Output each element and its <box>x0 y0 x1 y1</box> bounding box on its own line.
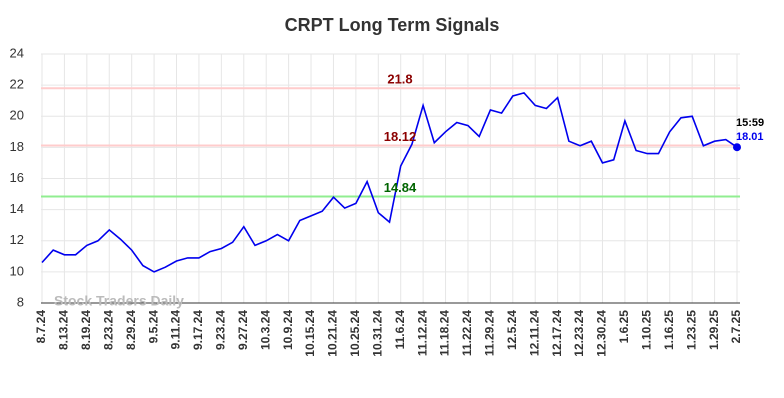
y-tick-label: 10 <box>10 263 24 278</box>
x-tick-label: 1.23.25 <box>684 310 698 350</box>
x-tick-label: 2.7.25 <box>729 310 743 344</box>
x-tick-label: 8.19.24 <box>79 310 93 350</box>
x-tick-label: 8.23.24 <box>101 310 115 350</box>
y-tick-label: 22 <box>10 77 24 92</box>
x-tick-label: 1.16.25 <box>662 310 676 350</box>
x-tick-label: 9.5.24 <box>146 310 160 344</box>
x-tick-label: 11.22.24 <box>460 310 474 356</box>
x-tick-label: 1.10.25 <box>639 310 653 350</box>
price-line <box>41 91 738 273</box>
y-tick-label: 24 <box>10 45 24 60</box>
last-point <box>733 143 741 152</box>
x-tick-label: 10.3.24 <box>258 310 272 350</box>
x-tick-label: 8.13.24 <box>57 310 71 350</box>
x-tick-label: 1.6.25 <box>617 310 631 344</box>
x-tick-label: 1.29.25 <box>707 310 721 350</box>
x-tick-label: 12.23.24 <box>572 310 586 357</box>
x-tick-label: 10.21.24 <box>326 310 340 357</box>
x-tick-label: 10.31.24 <box>370 310 384 357</box>
x-tick-label: 10.9.24 <box>281 310 295 350</box>
x-tick-label: 8.7.24 <box>34 310 48 344</box>
last-time: 15:59 <box>736 117 764 129</box>
signal-label: 14.84 <box>384 180 417 195</box>
chart-title: CRPT Long Term Signals <box>285 15 500 35</box>
y-tick-label: 14 <box>10 201 24 216</box>
y-tick-label: 8 <box>17 294 24 309</box>
x-tick-label: 9.11.24 <box>169 310 183 350</box>
x-tick-label: 10.15.24 <box>303 310 317 357</box>
last-value: 18.01 <box>736 131 764 143</box>
y-tick-label: 12 <box>10 232 24 247</box>
x-tick-label: 12.11.24 <box>527 310 541 356</box>
watermark: Stock Traders Daily <box>54 293 184 309</box>
x-tick-label: 9.27.24 <box>236 310 250 350</box>
y-tick-label: 16 <box>10 170 24 185</box>
x-tick-label: 12.5.24 <box>505 310 519 350</box>
x-tick-label: 11.18.24 <box>438 310 452 356</box>
x-tick-label: 10.25.24 <box>348 310 362 357</box>
x-tick-label: 11.6.24 <box>393 310 407 350</box>
y-tick-label: 18 <box>10 139 24 154</box>
x-tick-label: 12.30.24 <box>595 310 609 357</box>
x-tick-label: 8.29.24 <box>124 310 138 350</box>
signal-label: 21.8 <box>387 72 412 87</box>
x-tick-label: 12.17.24 <box>550 310 564 357</box>
y-tick-label: 20 <box>10 108 24 123</box>
x-tick-label: 9.17.24 <box>191 310 205 350</box>
x-tick-label: 11.12.24 <box>415 310 429 356</box>
x-tick-label: 11.29.24 <box>483 310 497 356</box>
x-tick-label: 9.23.24 <box>214 310 228 350</box>
signal-label: 18.12 <box>384 129 417 144</box>
